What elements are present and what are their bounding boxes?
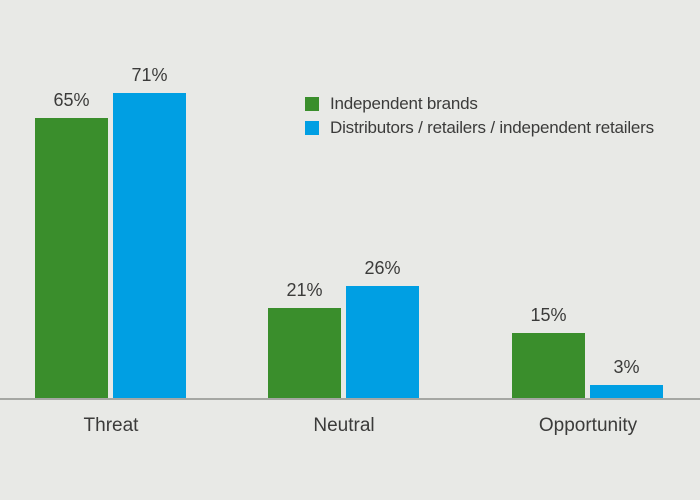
bar	[35, 118, 108, 398]
category-label-neutral: Neutral	[313, 415, 375, 436]
bar	[512, 333, 585, 398]
bar	[268, 308, 341, 398]
x-axis-line	[0, 398, 700, 400]
bar	[346, 286, 419, 398]
blue-swatch-icon	[305, 120, 319, 135]
bar	[113, 93, 186, 398]
value-label: 21%	[286, 280, 323, 300]
category-label-opportunity: Opportunity	[538, 415, 638, 436]
bar-opportunity-independent-brands: 15%	[512, 305, 585, 398]
legend: Independent brands Distributors / retail…	[305, 93, 654, 144]
bar-neutral-independent-brands: 21%	[268, 280, 341, 398]
legend-label: Distributors / retailers / independent r…	[330, 117, 654, 137]
bar	[590, 385, 663, 398]
green-swatch-icon	[305, 96, 319, 111]
value-label: 15%	[530, 305, 567, 325]
bar-threat-independent-brands: 65%	[35, 90, 108, 398]
bar-opportunity-distributors: 3%	[590, 357, 663, 398]
bar-threat-distributors: 71%	[113, 65, 186, 398]
value-label: 65%	[53, 90, 90, 110]
category-label-threat: Threat	[83, 415, 139, 436]
value-label: 3%	[613, 357, 640, 377]
value-label: 71%	[131, 65, 168, 85]
legend-item-independent-brands: Independent brands	[305, 93, 654, 113]
legend-item-distributors-retailers: Distributors / retailers / independent r…	[305, 117, 654, 137]
bar-neutral-distributors: 26%	[346, 258, 419, 398]
legend-label: Independent brands	[330, 93, 478, 113]
value-label: 26%	[364, 258, 401, 278]
